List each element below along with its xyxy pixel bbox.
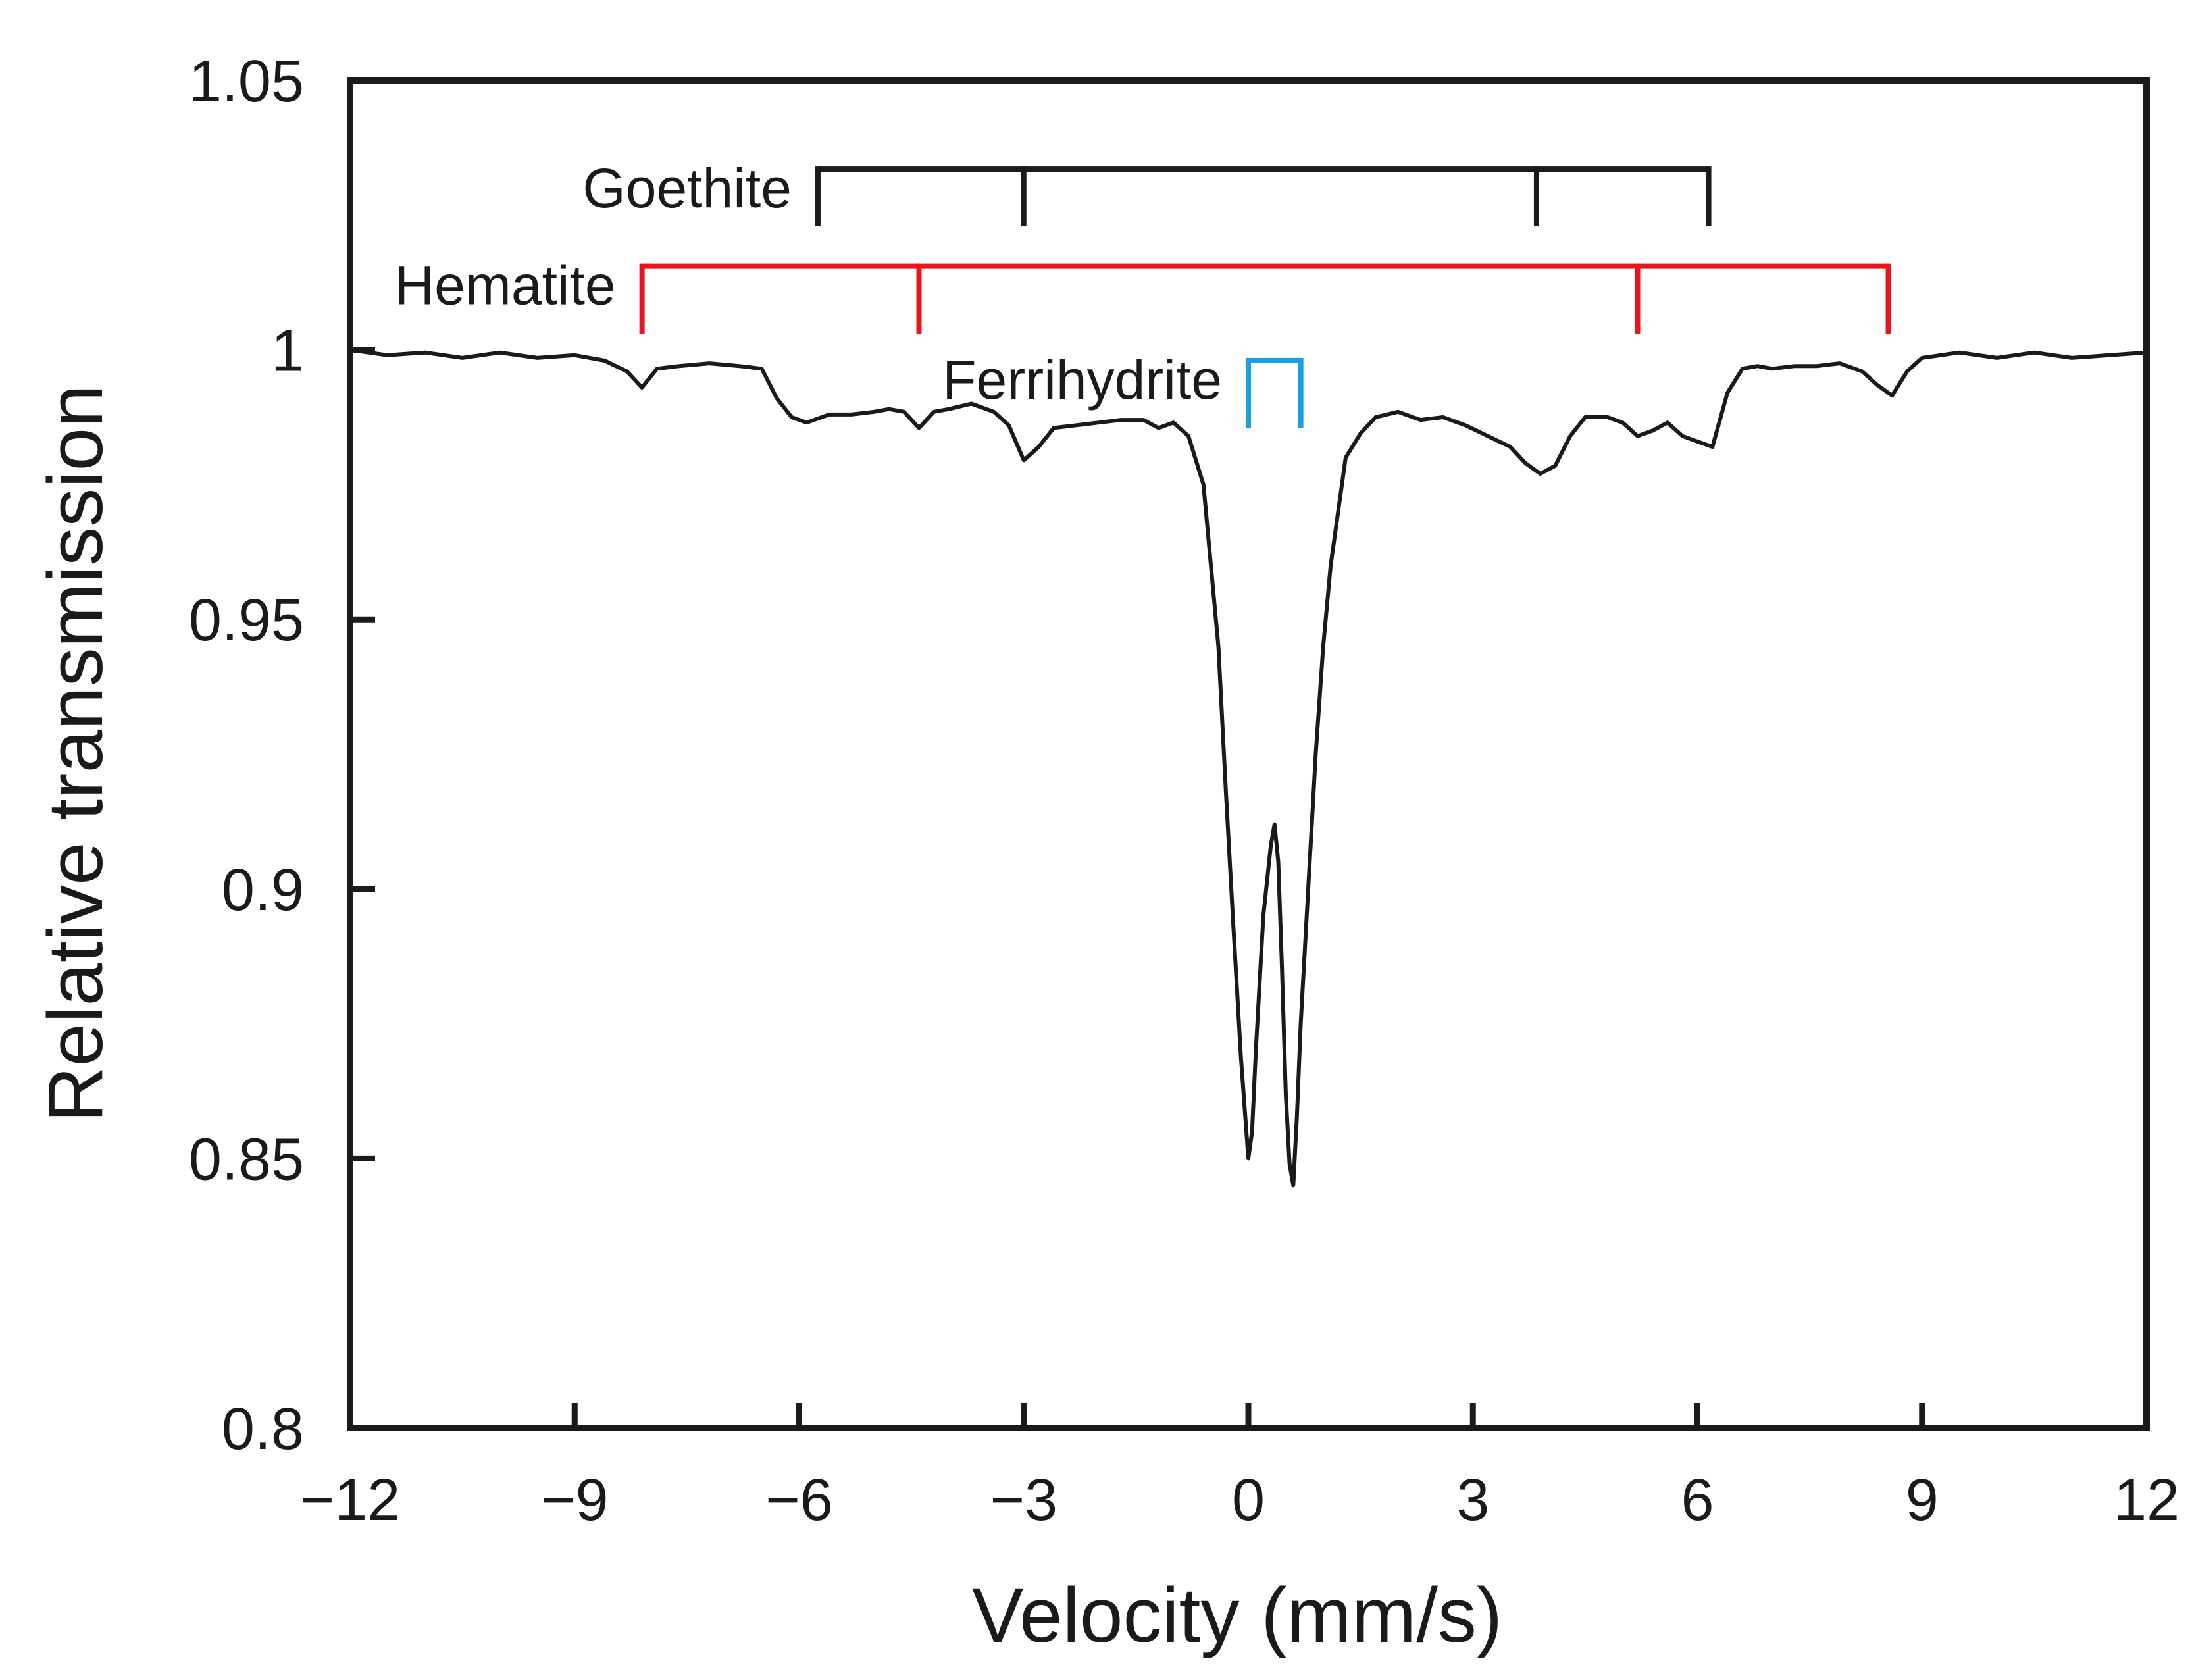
x-tick-label: −9 — [541, 1467, 609, 1533]
ferrihydrite-label: Ferrihydrite — [942, 349, 1222, 411]
phase-annotations: Goethite Hematite Ferrihydrite — [395, 157, 1891, 428]
x-axis-title: Velocity (mm/s) — [972, 1572, 1502, 1659]
hematite-label: Hematite — [395, 255, 616, 317]
y-tick-label: 0.95 — [189, 588, 304, 653]
x-axis: −12 −9 −6 −3 0 3 6 9 12 — [300, 1403, 2179, 1533]
x-tick-label: 0 — [1232, 1467, 1265, 1533]
y-axis: 0.8 0.85 0.9 0.95 1 1.05 — [189, 49, 375, 1462]
y-tick-label: 1 — [271, 318, 304, 384]
x-tick-label: 9 — [1906, 1467, 1939, 1533]
y-tick-label: 0.9 — [222, 857, 304, 923]
goethite-bracket: Goethite — [582, 157, 1712, 226]
y-axis-title: Relative transmission — [32, 384, 119, 1122]
plot-area — [347, 77, 2150, 1431]
x-tick-label: 6 — [1681, 1467, 1714, 1533]
y-tick-label: 0.85 — [189, 1127, 304, 1192]
goethite-label: Goethite — [582, 157, 792, 219]
x-tick-label: −3 — [990, 1467, 1057, 1533]
plot-frame — [347, 77, 2150, 1431]
series-layer — [348, 347, 2149, 1188]
x-tick-label: −12 — [300, 1467, 401, 1533]
x-tick-label: 12 — [2114, 1467, 2179, 1533]
x-tick-label: 3 — [1456, 1467, 1489, 1533]
hematite-bracket: Hematite — [395, 255, 1891, 334]
y-tick-label: 1.05 — [189, 49, 304, 115]
spectrum-line — [348, 347, 2149, 1188]
ferrihydrite-bracket: Ferrihydrite — [942, 349, 1304, 428]
x-tick-label: −6 — [765, 1467, 833, 1533]
y-tick-label: 0.8 — [222, 1396, 304, 1462]
